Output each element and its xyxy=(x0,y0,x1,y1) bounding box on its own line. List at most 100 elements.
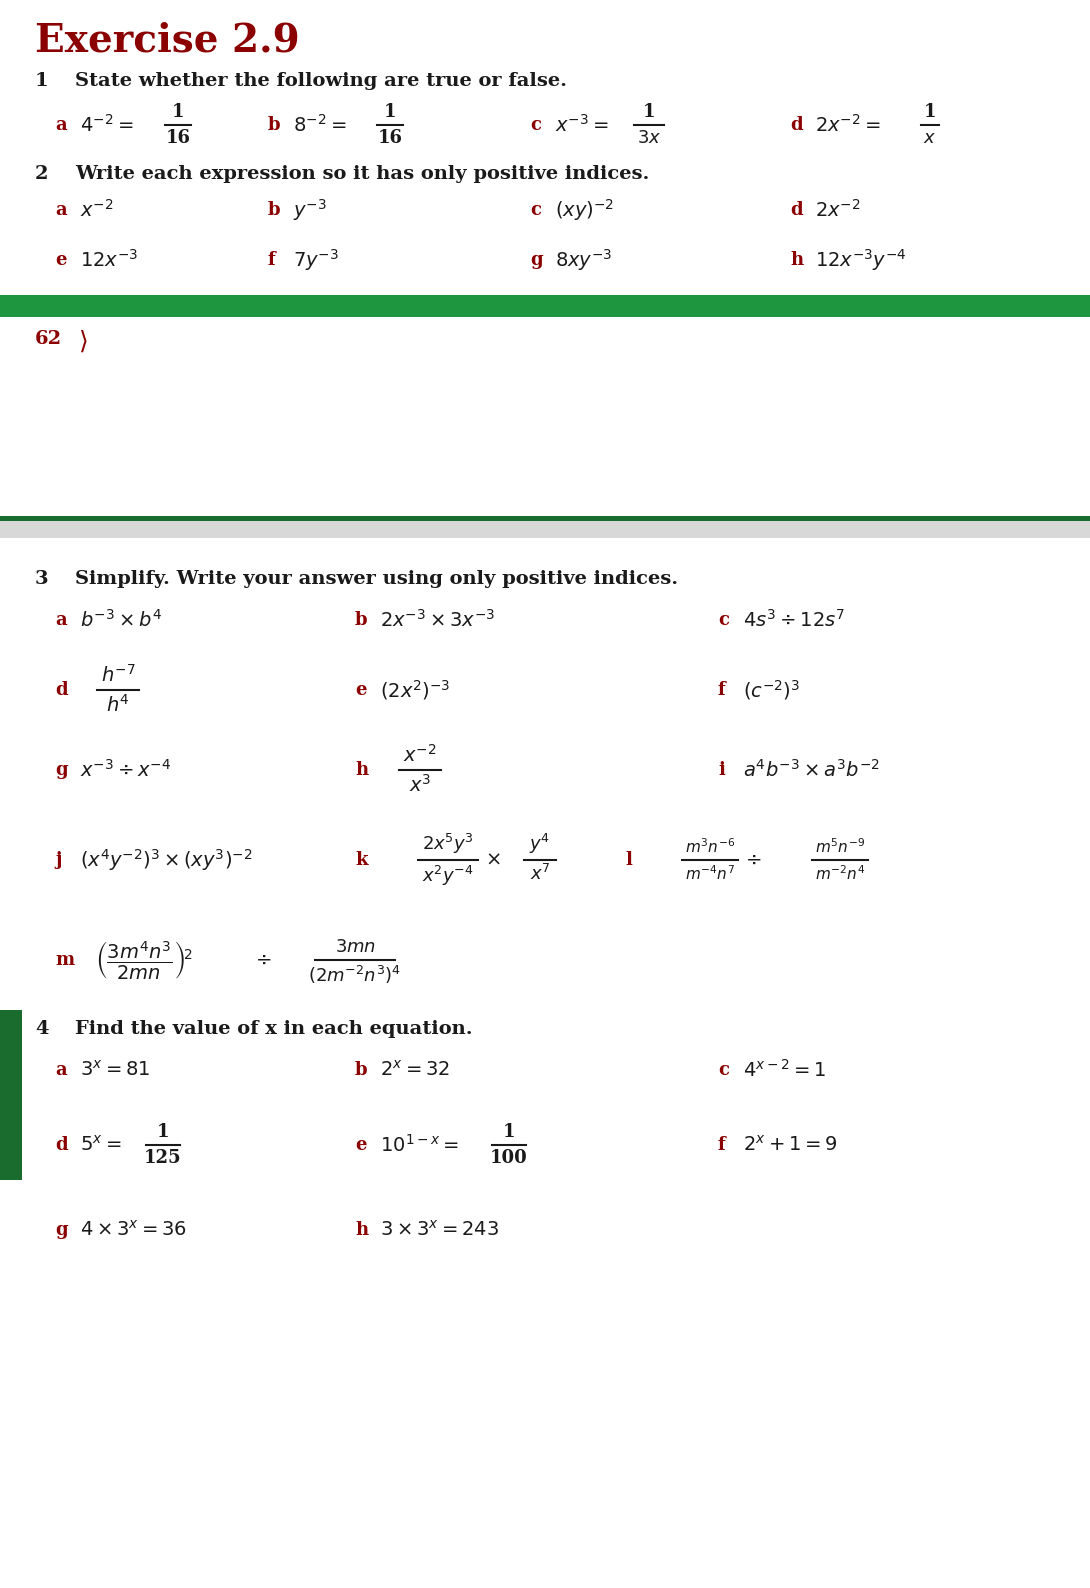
Bar xyxy=(0,519,1090,538)
Bar xyxy=(0,516,1090,521)
Text: $4s^3 \div 12s^7$: $4s^3 \div 12s^7$ xyxy=(743,610,845,630)
Text: b: b xyxy=(355,1061,367,1078)
Text: c: c xyxy=(718,1061,729,1078)
Text: $h^{-7}$: $h^{-7}$ xyxy=(100,664,135,686)
Text: i: i xyxy=(718,761,725,780)
Text: 1: 1 xyxy=(157,1123,169,1142)
Text: k: k xyxy=(355,851,367,869)
Text: $x^{-2}$: $x^{-2}$ xyxy=(80,198,113,221)
Text: $7y^{-3}$: $7y^{-3}$ xyxy=(293,248,339,273)
Text: l: l xyxy=(625,851,632,869)
Text: 1: 1 xyxy=(502,1123,516,1142)
Text: $12x^{-3}y^{-4}$: $12x^{-3}y^{-4}$ xyxy=(815,248,907,273)
Text: $(c^{-2})^3$: $(c^{-2})^3$ xyxy=(743,678,800,702)
Text: c: c xyxy=(530,116,541,133)
Bar xyxy=(0,295,1090,318)
Text: $h^4$: $h^4$ xyxy=(106,694,130,716)
Text: g: g xyxy=(54,761,68,780)
Text: $(x^4y^{-2})^3 \times (xy^3)^{-2}$: $(x^4y^{-2})^3 \times (xy^3)^{-2}$ xyxy=(80,846,253,873)
Text: $(2m^{-2}n^3)^4$: $(2m^{-2}n^3)^4$ xyxy=(308,964,401,986)
Text: j: j xyxy=(54,851,61,869)
Text: 4: 4 xyxy=(35,1019,48,1039)
Text: 16: 16 xyxy=(377,129,402,148)
Text: e: e xyxy=(54,251,66,268)
Text: d: d xyxy=(790,202,802,219)
Text: h: h xyxy=(790,251,803,268)
Text: $x$: $x$ xyxy=(923,129,936,148)
Text: 1: 1 xyxy=(35,71,49,91)
Text: b: b xyxy=(268,202,280,219)
Text: c: c xyxy=(530,202,541,219)
Text: 1: 1 xyxy=(923,103,936,121)
Text: $3^x = 81$: $3^x = 81$ xyxy=(80,1061,150,1080)
Text: $2x^{-2} =$: $2x^{-2} =$ xyxy=(815,114,881,137)
Text: Simplify. Write your answer using only positive indices.: Simplify. Write your answer using only p… xyxy=(75,570,678,588)
Text: $2^x + 1 = 9$: $2^x + 1 = 9$ xyxy=(743,1135,837,1154)
Text: g: g xyxy=(54,1221,68,1239)
Text: $12x^{-3}$: $12x^{-3}$ xyxy=(80,249,138,272)
Text: 1: 1 xyxy=(172,103,184,121)
Text: $5^x =$: $5^x =$ xyxy=(80,1135,121,1154)
Text: $2x^{-3} \times 3x^{-3}$: $2x^{-3} \times 3x^{-3}$ xyxy=(380,610,495,630)
Text: $\left(\dfrac{3m^4n^3}{2mn}\right)^{\!2}$: $\left(\dfrac{3m^4n^3}{2mn}\right)^{\!2}… xyxy=(95,939,193,981)
Text: $x^{-3} \div x^{-4}$: $x^{-3} \div x^{-4}$ xyxy=(80,759,171,781)
Text: 125: 125 xyxy=(144,1150,182,1167)
Bar xyxy=(0,1010,22,1180)
Text: $10^{1-x} =$: $10^{1-x} =$ xyxy=(380,1134,459,1156)
Text: h: h xyxy=(355,1221,368,1239)
Text: 1: 1 xyxy=(643,103,655,121)
Text: $\rangle$: $\rangle$ xyxy=(78,329,87,354)
Text: m: m xyxy=(54,951,74,969)
Text: $2x^{-2}$: $2x^{-2}$ xyxy=(815,198,860,221)
Text: $3 \times 3^x = 243$: $3 \times 3^x = 243$ xyxy=(380,1220,499,1240)
Text: $a^4b^{-3} \times a^3b^{-2}$: $a^4b^{-3} \times a^3b^{-2}$ xyxy=(743,759,880,781)
Text: $(2x^2)^{-3}$: $(2x^2)^{-3}$ xyxy=(380,678,450,702)
Text: $\div$: $\div$ xyxy=(744,851,762,869)
Text: $\times$: $\times$ xyxy=(485,851,500,869)
Text: Find the value of x in each equation.: Find the value of x in each equation. xyxy=(75,1019,473,1039)
Text: $m^3n^{-6}$: $m^3n^{-6}$ xyxy=(685,837,735,856)
Text: 3: 3 xyxy=(35,570,49,588)
Text: $8xy^{-3}$: $8xy^{-3}$ xyxy=(555,248,613,273)
Text: a: a xyxy=(54,611,66,629)
Text: f: f xyxy=(718,1135,726,1154)
Text: a: a xyxy=(54,116,66,133)
Text: $2^x = 32$: $2^x = 32$ xyxy=(380,1061,450,1080)
Text: d: d xyxy=(790,116,802,133)
Text: $m^5n^{-9}$: $m^5n^{-9}$ xyxy=(815,837,865,856)
Text: 62: 62 xyxy=(35,330,62,348)
Text: $y^4$: $y^4$ xyxy=(530,832,550,856)
Text: $4 \times 3^x = 36$: $4 \times 3^x = 36$ xyxy=(80,1220,187,1240)
Text: $x^3$: $x^3$ xyxy=(409,773,432,796)
Text: $x^2y^{-4}$: $x^2y^{-4}$ xyxy=(422,864,474,888)
Text: $3mn$: $3mn$ xyxy=(335,939,375,956)
Text: $2x^5y^3$: $2x^5y^3$ xyxy=(422,832,474,856)
Text: 100: 100 xyxy=(490,1150,528,1167)
Text: e: e xyxy=(355,681,366,699)
Text: $4^{x-2} = 1$: $4^{x-2} = 1$ xyxy=(743,1059,826,1081)
Text: 16: 16 xyxy=(166,129,191,148)
Text: a: a xyxy=(54,1061,66,1078)
Text: 2: 2 xyxy=(35,165,48,183)
Text: $x^{-3} =$: $x^{-3} =$ xyxy=(555,114,609,137)
Text: g: g xyxy=(530,251,543,268)
Text: h: h xyxy=(355,761,368,780)
Text: Write each expression so it has only positive indices.: Write each expression so it has only pos… xyxy=(75,165,650,183)
Text: $m^{-2}n^4$: $m^{-2}n^4$ xyxy=(815,864,865,883)
Text: f: f xyxy=(718,681,726,699)
Text: a: a xyxy=(54,202,66,219)
Text: $x^7$: $x^7$ xyxy=(530,864,550,885)
Text: b: b xyxy=(355,611,367,629)
Text: c: c xyxy=(718,611,729,629)
Text: $b^{-3} \times b^4$: $b^{-3} \times b^4$ xyxy=(80,610,162,630)
Text: e: e xyxy=(355,1135,366,1154)
Text: d: d xyxy=(54,681,68,699)
Text: $x^{-2}$: $x^{-2}$ xyxy=(403,745,437,765)
Text: b: b xyxy=(268,116,280,133)
Text: Exercise 2.9: Exercise 2.9 xyxy=(35,22,300,60)
Text: $8^{-2} =$: $8^{-2} =$ xyxy=(293,114,347,137)
Text: $y^{-3}$: $y^{-3}$ xyxy=(293,197,327,222)
Text: State whether the following are true or false.: State whether the following are true or … xyxy=(75,71,567,91)
Text: d: d xyxy=(54,1135,68,1154)
Text: $4^{-2} =$: $4^{-2} =$ xyxy=(80,114,133,137)
